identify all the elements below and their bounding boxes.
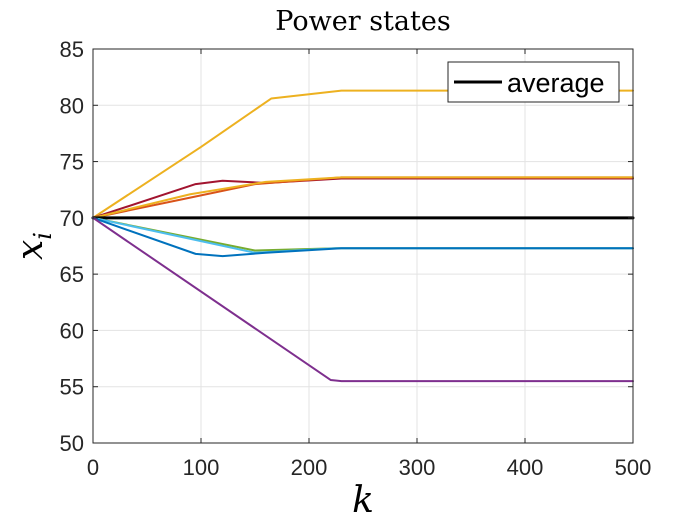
plot-area — [93, 49, 633, 443]
y-ticks: 50 55 60 65 70 75 80 85 — [60, 37, 633, 456]
y-tick-label: 80 — [60, 93, 84, 118]
y-axis-label-main: x — [10, 240, 51, 260]
series-line-state-orange-high — [92, 89, 634, 219]
legend-label-average: average — [507, 68, 605, 98]
y-axis-label-subscript: i — [29, 232, 57, 240]
x-tick-label: 500 — [615, 455, 652, 480]
y-tick-label: 50 — [60, 431, 84, 456]
series-line-state-darkred — [92, 177, 634, 219]
x-tick-label: 100 — [183, 455, 220, 480]
x-tick-label: 200 — [291, 455, 328, 480]
x-tick-label: 300 — [399, 455, 436, 480]
series-layer — [91, 89, 635, 383]
x-ticks: 0 100 200 300 400 500 — [87, 49, 651, 480]
series-line-state-blue — [92, 216, 634, 258]
svg-text:xi: xi — [10, 232, 57, 260]
x-axis-label: k — [352, 480, 374, 521]
legend: average — [447, 61, 620, 103]
series-line-state-purple — [92, 216, 634, 383]
series-line-state-yellow-mid — [92, 176, 634, 219]
chart-title: Power states — [275, 6, 450, 37]
y-tick-label: 75 — [60, 150, 84, 175]
x-tick-label: 400 — [507, 455, 544, 480]
y-tick-label: 70 — [60, 206, 84, 231]
y-axis-label: xi — [10, 232, 57, 260]
y-tick-label: 60 — [60, 318, 84, 343]
y-tick-label: 65 — [60, 262, 84, 287]
x-tick-label: 0 — [87, 455, 99, 480]
y-tick-label: 55 — [60, 375, 84, 400]
plot-frame — [92, 48, 634, 444]
y-tick-label: 85 — [60, 37, 84, 62]
